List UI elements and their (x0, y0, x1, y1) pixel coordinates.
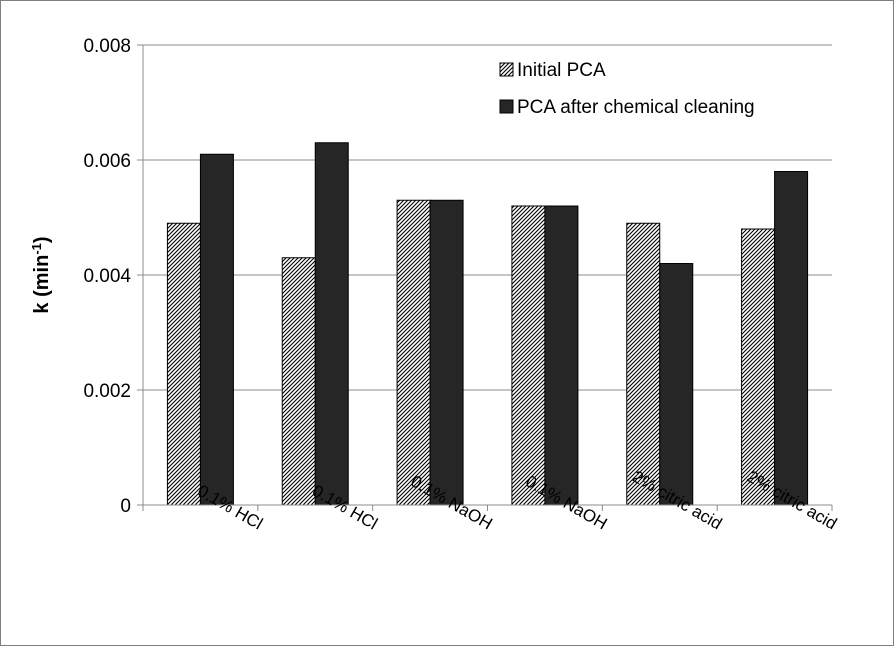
bar-pca-after-cleaning (774, 171, 809, 506)
bar-initial-pca (741, 228, 776, 506)
bar-initial-pca (281, 257, 316, 506)
bar-pca-after-cleaning (199, 153, 234, 506)
bar-initial-pca (396, 199, 431, 506)
y-axis-label-suffix: ) (31, 236, 53, 243)
y-axis-label: k (min-1) (29, 236, 53, 313)
y-tick-label: 0.006 (83, 151, 131, 172)
gridlines (143, 44, 832, 391)
legend: Initial PCA PCA after chemical cleaning (499, 60, 755, 118)
legend-label-pca-after-cleaning: PCA after chemical cleaning (517, 97, 755, 118)
y-axis-label-superscript: -1 (29, 243, 44, 255)
bars (166, 142, 809, 506)
y-tick-label: 0.004 (83, 266, 131, 287)
bar-pca-after-cleaning (314, 142, 349, 506)
bar-initial-pca (166, 222, 201, 506)
y-tick-label: 0.008 (83, 36, 131, 57)
legend-swatch-pca-after-cleaning (499, 99, 514, 114)
bar-initial-pca (511, 205, 546, 506)
y-tick-label: 0.002 (83, 381, 131, 402)
bar-pca-after-cleaning (659, 263, 694, 506)
legend-swatch-initial-pca (499, 62, 514, 77)
y-axis-ticks: 0 0.002 0.004 0.006 0.008 (83, 36, 143, 517)
y-tick-label: 0 (120, 496, 131, 517)
bar-initial-pca (626, 222, 661, 506)
bar-pca-after-cleaning (429, 199, 464, 506)
legend-label-initial-pca: Initial PCA (517, 60, 606, 81)
bar-pca-after-cleaning (544, 205, 579, 506)
x-axis-ticks: 0.1% HCl 0.1% HCl 0.1% NaOH 0.1% NaOH 2% cit… (142, 467, 840, 533)
